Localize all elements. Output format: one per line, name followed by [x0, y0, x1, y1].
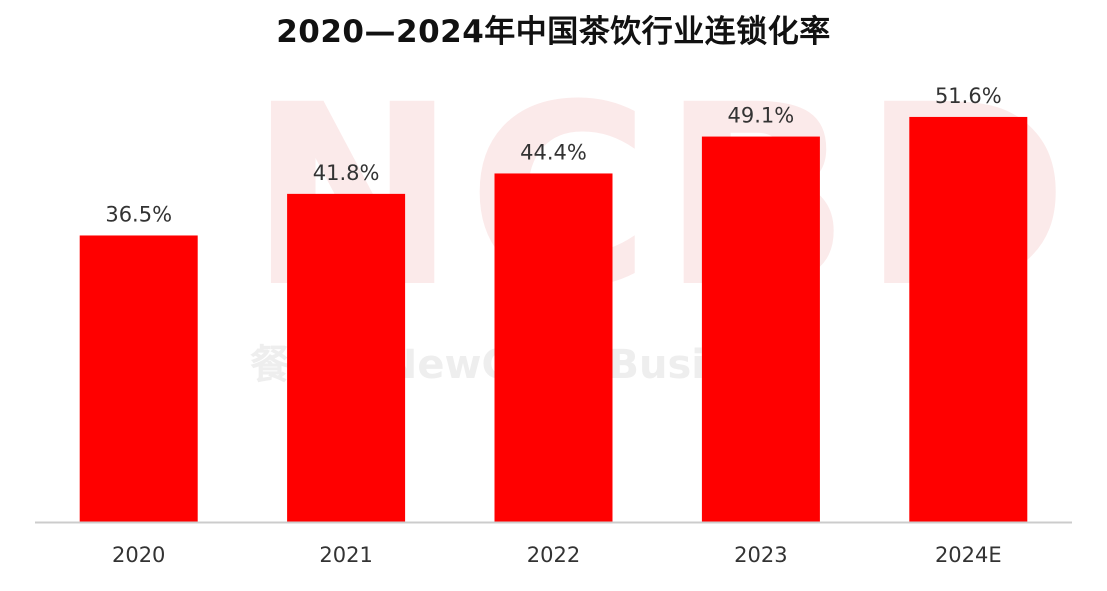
- bar-2024E: [909, 116, 1028, 522]
- bar-2020: [79, 235, 198, 522]
- bars-layer: [79, 116, 1028, 522]
- x-tick-label-2020: 2020: [112, 543, 165, 567]
- chart-title: 2020—2024年中国茶饮行业连锁化率: [276, 14, 831, 50]
- x-tick-label-2021: 2021: [319, 543, 372, 567]
- bar-2022: [494, 173, 613, 522]
- value-label-2020: 36.5%: [105, 202, 172, 226]
- value-labels-layer: 36.5% 41.8% 44.4% 49.1% 51.6%: [105, 84, 1001, 227]
- value-label-2022: 44.4%: [520, 140, 587, 164]
- x-tick-label-2022: 2022: [527, 543, 580, 567]
- bar-2023: [701, 136, 820, 522]
- bar-2021: [287, 193, 406, 522]
- value-label-2024E: 51.6%: [935, 84, 1002, 108]
- x-tick-labels-layer: 2020 2021 2022 2023 2024E: [112, 543, 1002, 567]
- x-tick-label-2024E: 2024E: [935, 543, 1002, 567]
- value-label-2023: 49.1%: [728, 104, 795, 128]
- x-tick-label-2023: 2023: [734, 543, 787, 567]
- value-label-2021: 41.8%: [313, 161, 380, 185]
